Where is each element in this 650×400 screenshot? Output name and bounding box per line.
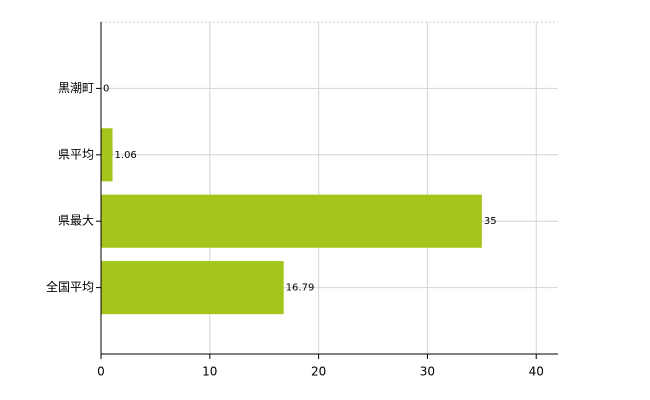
x-tick-label: 20 xyxy=(311,365,326,379)
value-label: 0 xyxy=(103,83,109,94)
value-label: 16.79 xyxy=(286,283,315,294)
bar xyxy=(101,261,284,315)
value-label: 35 xyxy=(484,216,497,227)
x-tick-label: 0 xyxy=(97,365,105,379)
x-tick-label: 40 xyxy=(529,365,544,379)
y-tick-label: 県平均 xyxy=(58,147,94,161)
y-tick-label: 全国平均 xyxy=(46,279,94,294)
y-tick-label: 県最大 xyxy=(58,214,94,228)
x-tick-label: 30 xyxy=(420,365,435,379)
bar xyxy=(101,194,482,248)
value-label: 1.06 xyxy=(115,150,137,161)
bar xyxy=(101,128,113,182)
x-tick-label: 10 xyxy=(202,365,217,379)
y-tick-label: 黒潮町 xyxy=(58,80,94,95)
